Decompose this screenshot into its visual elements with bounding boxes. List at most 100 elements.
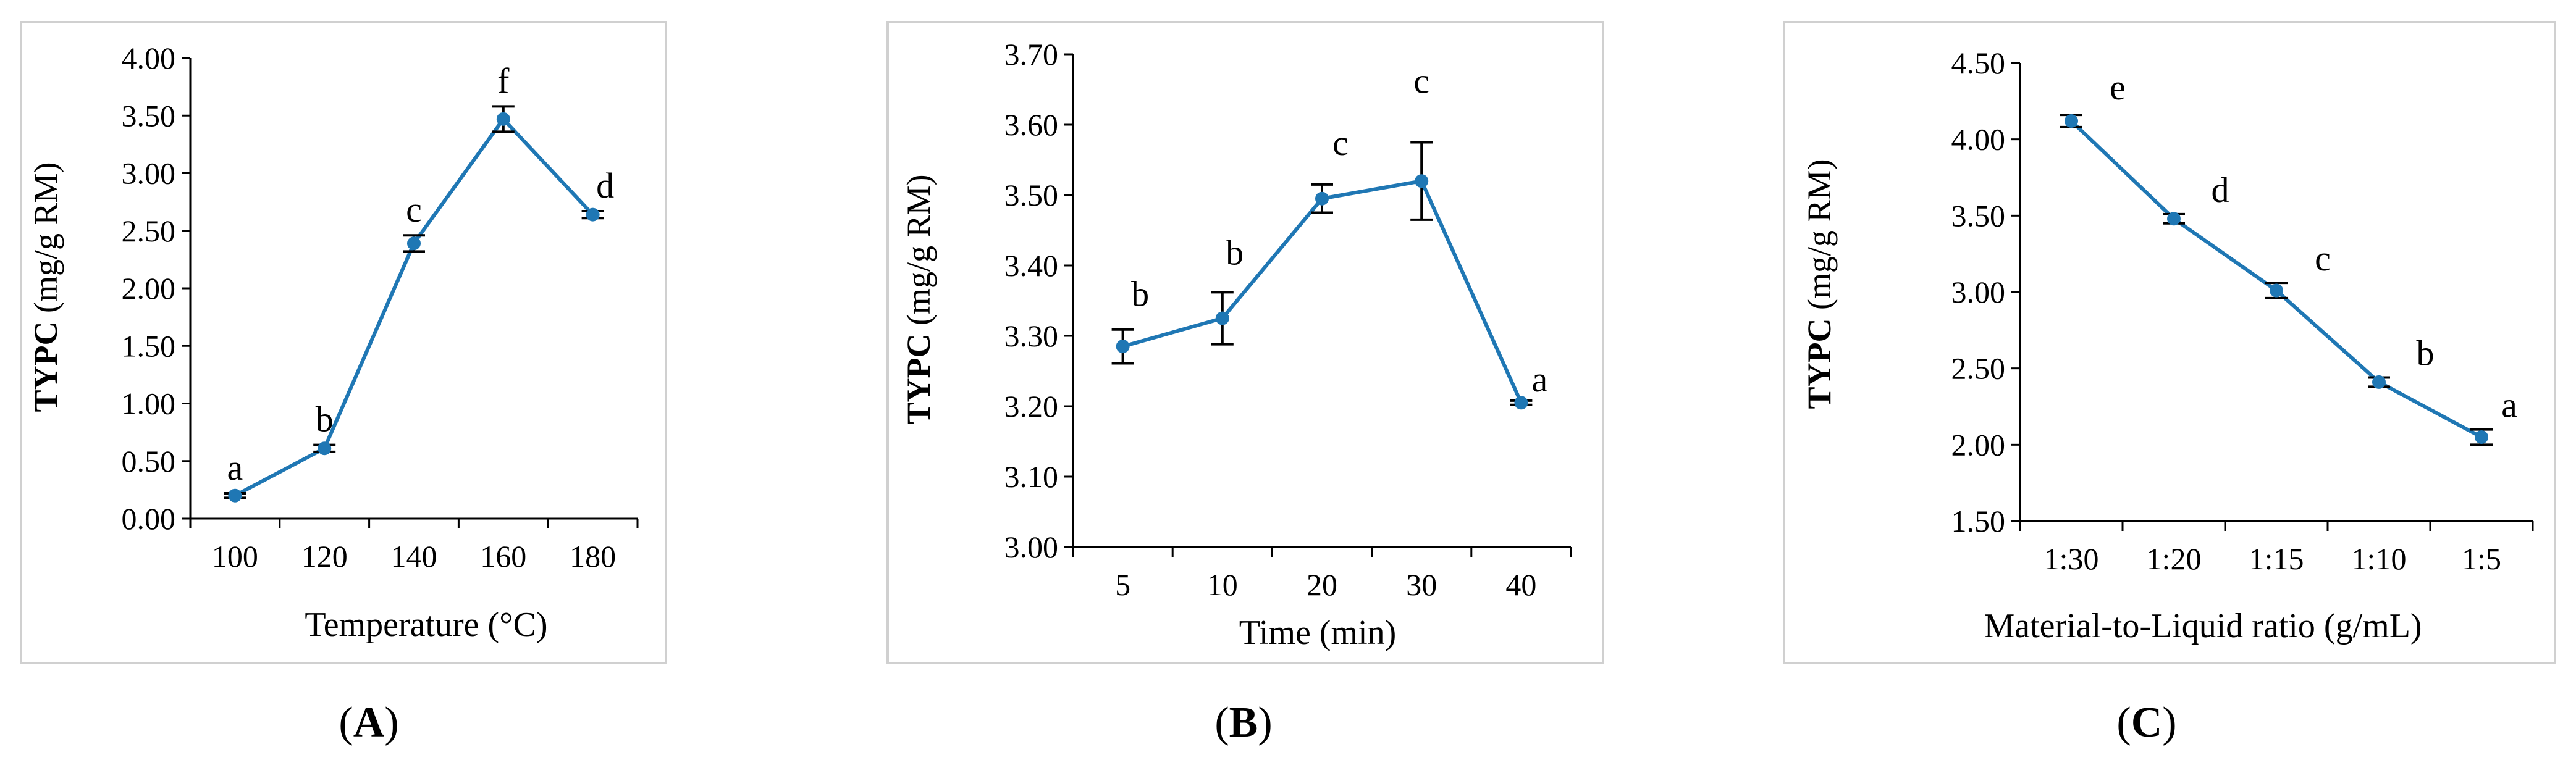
x-tick-label: 1:10 (2352, 541, 2407, 576)
y-tick-label: 4.00 (122, 41, 176, 75)
significance-label: a (2501, 385, 2517, 425)
significance-label: b (1131, 274, 1149, 314)
y-axis-label-bold: TYPC (27, 322, 64, 412)
panel-caption-letter: A (353, 699, 385, 746)
y-tick-label: 1.50 (1951, 504, 2006, 538)
data-point (1215, 311, 1229, 325)
chart-panel-b: 3.00 3.10 3.20 3.30 3.40 3.50 3.60 3.70 5 10 20 30 4… (886, 21, 1604, 746)
significance-label: b (1226, 232, 1244, 272)
panel-caption-open: ( (2116, 699, 2131, 746)
y-tick-label: 2.50 (1951, 351, 2006, 386)
data-point (407, 236, 421, 251)
significance-label: d (2212, 170, 2229, 210)
significance-label: c (1332, 123, 1349, 163)
chart-panel-c: 1.50 2.00 2.50 3.00 3.50 4.00 4.50 1:30 1:20 1:15… (1783, 21, 2556, 746)
y-tick-label: 3.60 (1004, 107, 1059, 142)
x-tick-label: 40 (1505, 567, 1536, 602)
panel-caption: (B) (1214, 699, 1272, 746)
y-tick-label: 3.00 (122, 156, 176, 191)
y-tick-label: 4.50 (1951, 46, 2006, 80)
data-point (2167, 212, 2181, 226)
y-tick-label: 3.10 (1004, 459, 1059, 494)
y-tick-label: 3.50 (1004, 178, 1059, 212)
plot-area: 1.50 2.00 2.50 3.00 3.50 4.00 4.50 1:30 1:20 1:15… (1951, 46, 2534, 576)
y-axis-label-bold: TYPC (1801, 319, 1838, 409)
y-tick-label: 3.50 (122, 98, 176, 133)
y-tick-label: 4.00 (1951, 122, 2006, 157)
panel-caption-close: ) (2162, 699, 2176, 746)
y-tick-label: 3.00 (1951, 275, 2006, 309)
data-point (1116, 340, 1130, 354)
plot-area: 3.00 3.10 3.20 3.30 3.40 3.50 3.60 3.70 5 10 20 30 4… (1004, 37, 1572, 602)
x-tick-label: 160 (480, 539, 526, 574)
significance-label: c (2315, 238, 2331, 278)
y-tick-label: 2.00 (122, 271, 176, 306)
significance-label: b (316, 399, 334, 440)
data-point (2065, 114, 2078, 128)
x-tick-label: 100 (212, 539, 258, 574)
x-tick-label: 120 (301, 539, 348, 574)
y-axis-label-bold: TYPC (900, 334, 937, 425)
data-point (496, 112, 510, 126)
x-tick-label: 1:5 (2462, 541, 2501, 576)
data-point (318, 441, 332, 456)
x-tick-label: 1:15 (2249, 541, 2304, 576)
y-tick-label: 3.50 (1951, 198, 2006, 233)
data-point (586, 207, 600, 222)
panel-caption-open: ( (339, 699, 353, 746)
y-tick-label: 1.50 (122, 328, 176, 363)
data-point (2270, 283, 2283, 298)
panel-caption-letter: C (2131, 699, 2163, 746)
chart-frame (20, 21, 667, 664)
y-tick-label: 2.50 (122, 214, 176, 248)
chart-panel-a: 0.00 0.50 1.00 1.50 2.00 2.50 3.00 3.50 4.00 100 1… (20, 21, 667, 746)
plot-area: 0.00 0.50 1.00 1.50 2.00 2.50 3.00 3.50 4.00 100 1… (122, 41, 639, 574)
x-axis-label: Time (min) (1239, 614, 1397, 652)
significance-label: a (227, 448, 243, 488)
y-axis-label-unit: (mg/g RM) (900, 174, 937, 333)
chart-frame (1783, 21, 2556, 664)
x-tick-label: 1:20 (2147, 541, 2202, 576)
y-tick-label: 3.70 (1004, 37, 1059, 72)
x-tick-label: 140 (391, 539, 437, 574)
significance-label: c (406, 190, 422, 230)
significance-label: d (596, 165, 614, 206)
significance-label: a (1532, 359, 1548, 399)
panel-caption: (C) (2116, 699, 2176, 746)
y-tick-label: 3.00 (1004, 530, 1059, 564)
data-point (2372, 375, 2386, 389)
data-point (1415, 174, 1429, 188)
significance-label: e (2110, 67, 2126, 107)
y-tick-label: 3.30 (1004, 319, 1059, 353)
y-tick-label: 2.00 (1951, 427, 2006, 462)
y-tick-label: 3.20 (1004, 389, 1059, 424)
panel-caption-close: ) (1258, 699, 1272, 746)
x-tick-label: 1:30 (2044, 541, 2099, 576)
panel-caption: (A) (339, 699, 398, 746)
x-tick-label: 5 (1115, 567, 1130, 602)
panel-caption-open: ( (1214, 699, 1229, 746)
significance-label: b (2417, 333, 2435, 374)
y-axis-label-unit: (mg/g RM) (1801, 159, 1838, 318)
y-tick-label: 0.50 (122, 444, 176, 478)
y-tick-label: 0.00 (122, 501, 176, 536)
x-tick-label: 30 (1406, 567, 1437, 602)
y-axis-label: TYPC (mg/g RM) (1801, 159, 1838, 409)
x-tick-label: 180 (570, 539, 616, 574)
y-axis-label-unit: (mg/g RM) (27, 162, 64, 321)
y-tick-label: 3.40 (1004, 248, 1059, 283)
data-point (228, 488, 242, 503)
y-axis-label: TYPC (mg/g RM) (27, 162, 64, 412)
significance-label: c (1413, 61, 1429, 101)
x-axis-label: Temperature (°C) (305, 606, 547, 644)
y-axis-label: TYPC (mg/g RM) (900, 174, 937, 424)
panel-caption-letter: B (1229, 699, 1258, 746)
data-point (1514, 396, 1528, 410)
x-tick-label: 10 (1207, 567, 1238, 602)
data-point (2475, 430, 2488, 444)
data-point (1315, 191, 1329, 206)
x-axis-label: Material-to-Liquid ratio (g/mL) (1984, 607, 2422, 645)
significance-label: f (497, 61, 510, 101)
chart-frame (886, 21, 1604, 664)
